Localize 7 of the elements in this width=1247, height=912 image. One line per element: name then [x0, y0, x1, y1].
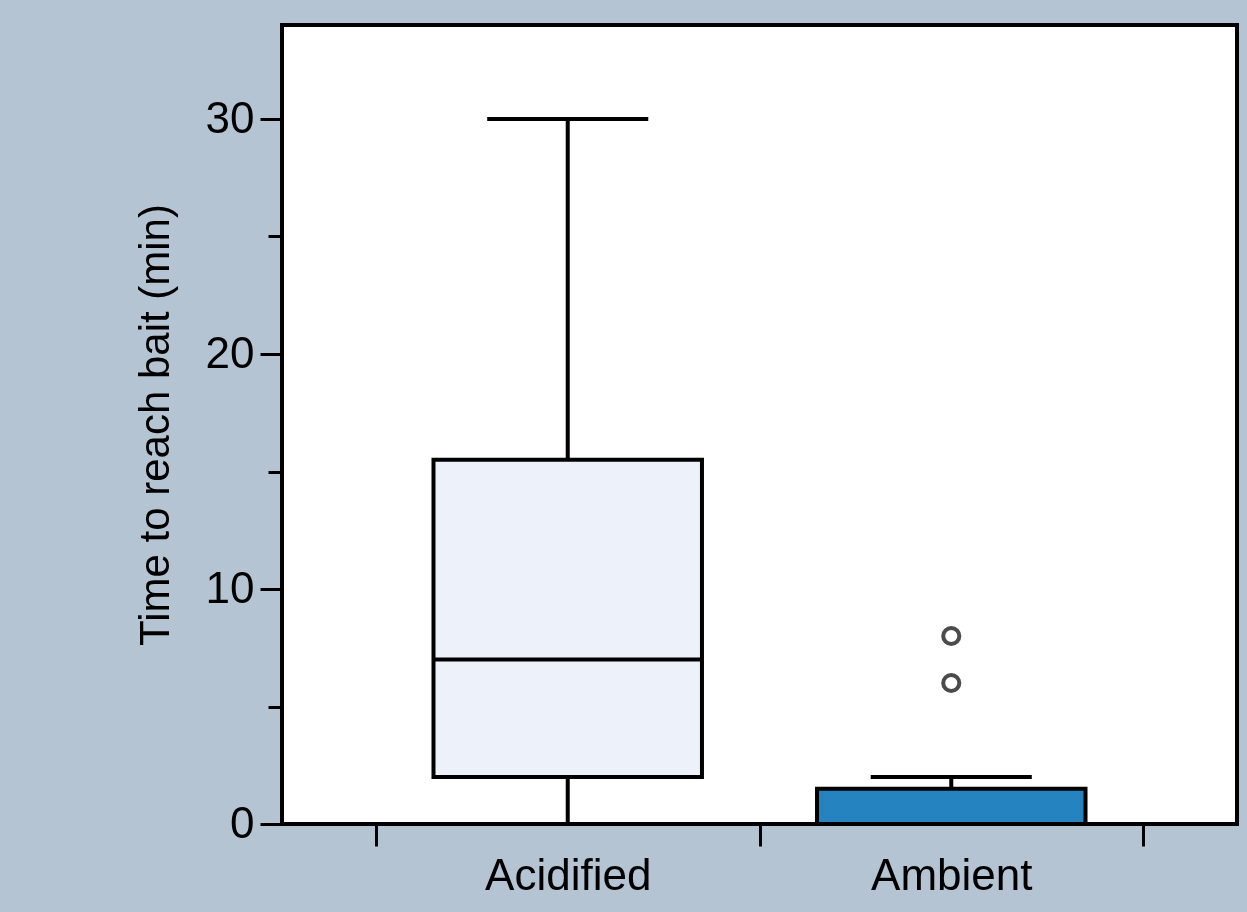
x-tick-label: Ambient	[871, 849, 1033, 899]
y-tick-label: 20	[205, 327, 255, 377]
x-tick-label: Acidified	[485, 849, 652, 899]
y-axis-title: Time to reach bait (min)	[130, 204, 178, 646]
y-tick-label: 10	[205, 562, 255, 612]
y-tick-label: 30	[205, 92, 255, 142]
y-tick-label: 0	[230, 797, 255, 847]
